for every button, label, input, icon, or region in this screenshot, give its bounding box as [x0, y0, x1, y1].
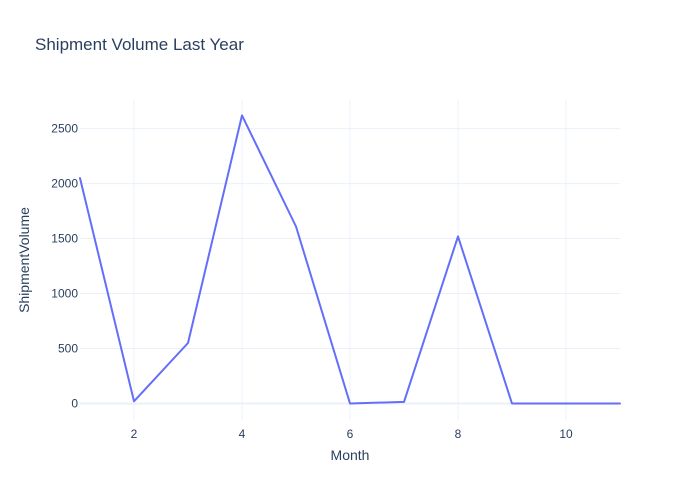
y-tick-label: 1000: [51, 287, 78, 301]
x-tick-label: 2: [131, 427, 138, 441]
chart-title: Shipment Volume Last Year: [35, 35, 244, 54]
x-axis-ticks: 2 4 6 8 10: [131, 427, 573, 441]
y-axis-ticks: 0 500 1000 1500 2000 2500: [51, 122, 78, 411]
y-tick-label: 1500: [51, 232, 78, 246]
x-tick-label: 8: [455, 427, 462, 441]
y-tick-label: 500: [58, 342, 78, 356]
y-tick-label: 2500: [51, 122, 78, 136]
y-tick-label: 2000: [51, 177, 78, 191]
x-tick-label: 4: [239, 427, 246, 441]
y-axis-title: ShipmentVolume: [16, 207, 32, 313]
x-tick-label: 6: [347, 427, 354, 441]
y-tick-label: 0: [71, 397, 78, 411]
x-tick-label: 10: [559, 427, 573, 441]
x-axis-title: Month: [331, 447, 370, 463]
